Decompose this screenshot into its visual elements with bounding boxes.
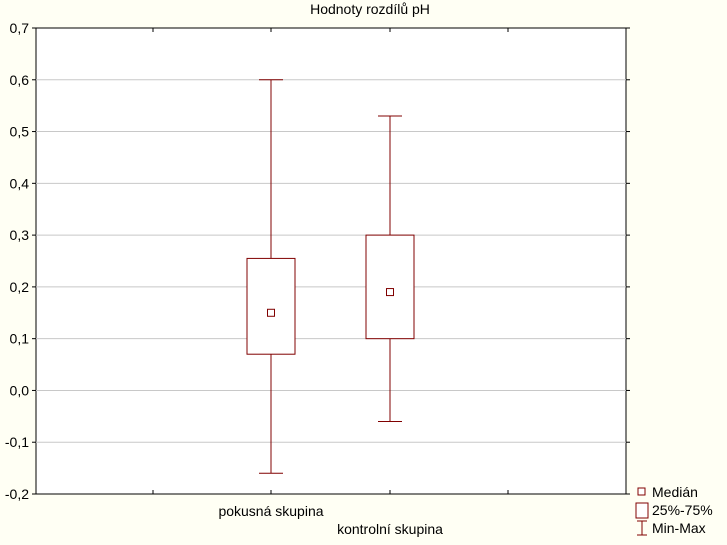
y-tick-label: 0,0 (10, 382, 30, 398)
plot-area (35, 27, 627, 495)
legend-median-symbol (637, 487, 646, 496)
y-tick-label: 0,6 (10, 72, 30, 88)
x-axis: pokusná skupina kontrolní skupina (152, 28, 509, 537)
y-tick-label: 0,4 (10, 175, 30, 191)
y-tick-label: 0,2 (10, 279, 30, 295)
iqr-box (246, 257, 296, 355)
y-tick-label: 0,1 (10, 331, 30, 347)
legend: Medián 25%-75% Min-Max (635, 484, 713, 536)
median-marker (267, 308, 275, 317)
legend-label: Medián (652, 484, 698, 500)
chart-title: Hodnoty rozdílů pH (310, 1, 430, 17)
legend-label: Min-Max (652, 520, 706, 536)
y-axis: -0,2 -0,1 0,0 0,1 0,2 0,3 0,4 0,5 0,6 0,7 (5, 20, 630, 502)
median-marker (386, 288, 394, 297)
y-tick-label: -0,1 (5, 434, 29, 450)
legend-box-symbol (635, 502, 649, 519)
y-tick-label: 0,3 (10, 227, 30, 243)
box-series (246, 79, 415, 474)
x-category-label: kontrolní skupina (337, 521, 443, 537)
iqr-box (365, 234, 415, 340)
x-category-label: pokusná skupina (218, 503, 323, 519)
legend-label: 25%-75% (652, 502, 713, 518)
y-tick-label: 0,7 (10, 20, 30, 36)
y-tick-label: -0,2 (5, 486, 29, 502)
grid-lines (36, 79, 626, 443)
y-tick-label: 0,5 (10, 124, 30, 140)
